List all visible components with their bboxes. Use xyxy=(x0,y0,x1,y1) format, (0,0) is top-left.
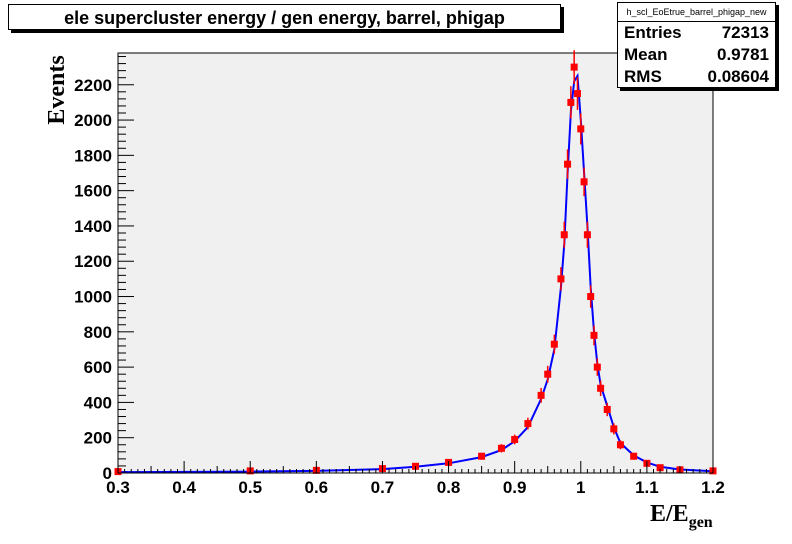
y-tick-label: 1800 xyxy=(74,146,112,165)
x-tick-label: 1.2 xyxy=(701,478,725,497)
red-marker xyxy=(577,125,585,133)
x-tick-label: 0.8 xyxy=(437,478,461,497)
red-marker xyxy=(524,420,532,428)
x-tick-label: 0.6 xyxy=(305,478,329,497)
red-marker xyxy=(597,384,605,392)
red-marker xyxy=(583,231,591,239)
y-tick-label: 2000 xyxy=(74,111,112,130)
blue-series-line xyxy=(117,72,714,474)
x-tick-label: 1.1 xyxy=(635,478,659,497)
red-marker xyxy=(478,452,486,460)
red-marker xyxy=(630,452,638,460)
red-marker xyxy=(511,435,519,443)
red-marker xyxy=(537,391,545,399)
x-axis-label-main: E/E xyxy=(650,501,689,527)
red-marker xyxy=(497,444,505,452)
red-marker xyxy=(590,331,598,339)
blue-series xyxy=(117,72,714,474)
plot-frame xyxy=(117,52,714,474)
mean-value: 0.9781 xyxy=(717,45,769,64)
y-tick-label: 1000 xyxy=(74,288,112,307)
x-tick-label: 0.5 xyxy=(238,478,262,497)
red-marker xyxy=(610,425,618,433)
y-tick-label: 1600 xyxy=(74,182,112,201)
y-tick-label: 0 xyxy=(103,464,112,483)
entries-value: 72313 xyxy=(721,23,769,42)
rms-value: 0.08604 xyxy=(707,67,769,86)
red-marker xyxy=(656,464,664,472)
x-axis-label-sub: gen xyxy=(689,514,713,531)
red-marker xyxy=(544,370,552,378)
red-marker xyxy=(587,293,595,301)
x-tick-label: 1 xyxy=(576,478,585,497)
entries-row: Entries 72313 xyxy=(618,22,775,44)
red-marker xyxy=(550,340,558,348)
red-marker xyxy=(564,160,572,168)
y-axis-label: Events xyxy=(44,55,70,124)
x-tick-label: 0.9 xyxy=(503,478,527,497)
x-tick-label: 0.3 xyxy=(106,478,130,497)
red-marker xyxy=(560,231,568,239)
x-tick-label: 0.4 xyxy=(172,478,196,497)
red-marker xyxy=(603,405,611,413)
y-tick-label: 400 xyxy=(84,393,112,412)
x-axis-label: E/Egen xyxy=(650,501,713,531)
rms-label: RMS xyxy=(624,67,662,86)
entries-label: Entries xyxy=(624,23,682,42)
stats-box: h_scl_EoEtrue_barrel_phigap_new Entries … xyxy=(617,2,776,88)
y-tick-label: 600 xyxy=(84,358,112,377)
rms-row: RMS 0.08604 xyxy=(618,66,775,88)
mean-row: Mean 0.9781 xyxy=(618,44,775,66)
red-marker xyxy=(593,363,601,371)
y-tick-label: 1400 xyxy=(74,217,112,236)
histogram-name: h_scl_EoEtrue_barrel_phigap_new xyxy=(618,3,775,22)
red-marker xyxy=(580,178,588,186)
y-tick-label: 1200 xyxy=(74,252,112,271)
red-marker xyxy=(573,90,581,98)
red-marker xyxy=(570,63,578,71)
y-tick-label: 2200 xyxy=(74,76,112,95)
red-marker xyxy=(567,98,575,106)
axes: 0.3 0.4 0.5 0.6 0.7 0.8 0.9 1 1.1 1.2 0 200 400 600 80… xyxy=(74,53,725,497)
chart-title: ele supercluster energy / gen energy, ba… xyxy=(8,4,561,30)
red-marker xyxy=(557,275,565,283)
mean-label: Mean xyxy=(624,45,668,64)
red-marker xyxy=(616,441,624,449)
x-tick-label: 0.7 xyxy=(371,478,395,497)
y-tick-label: 200 xyxy=(84,429,112,448)
y-tick-label: 800 xyxy=(84,323,112,342)
